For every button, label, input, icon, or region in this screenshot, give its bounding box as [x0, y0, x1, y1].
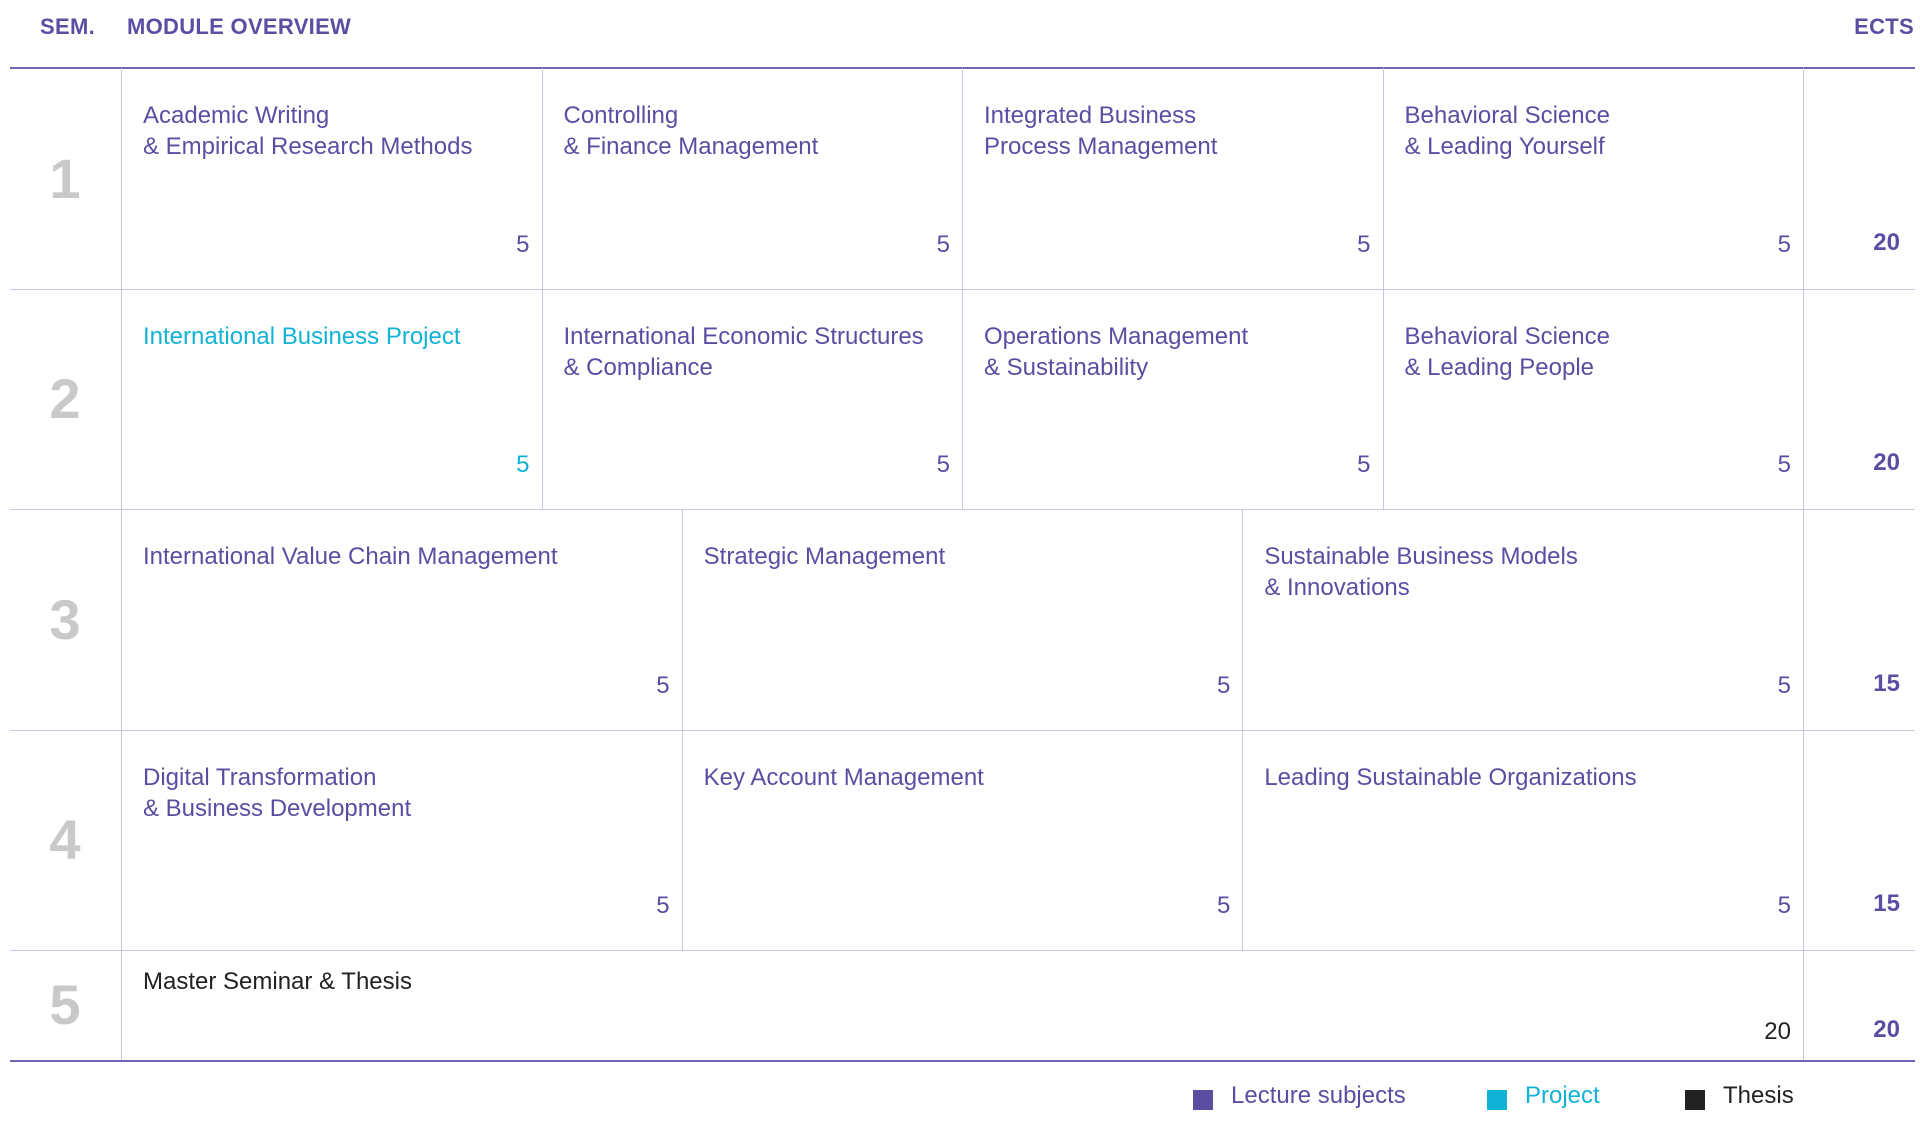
- legend-swatch: [1487, 1090, 1507, 1110]
- module-ects: 5: [656, 892, 670, 919]
- column-divider: [542, 68, 543, 289]
- semester-ects-total: 20: [1873, 1016, 1900, 1043]
- module-title: Master Seminar & Thesis: [143, 968, 412, 995]
- module-title: Leading Sustainable Organizations: [1264, 764, 1637, 791]
- module-title: Behavioral Science & Leading People: [1404, 323, 1610, 381]
- module-title: Operations Management & Sustainability: [984, 323, 1249, 381]
- row-divider: [10, 950, 1915, 951]
- module-cell: Leading Sustainable Organizations 5: [1242, 730, 1803, 950]
- module-ects: 5: [656, 672, 670, 699]
- legend-item-lecture: Lecture subjects: [1193, 1082, 1406, 1110]
- semester-number: 3: [49, 587, 81, 651]
- module-title: International Economic Structures & Comp…: [563, 323, 924, 381]
- module-ects: 5: [516, 231, 530, 258]
- module-ects: 5: [1777, 672, 1791, 699]
- column-divider: [542, 289, 543, 509]
- row-divider: [10, 730, 1915, 731]
- module-cell: Key Account Management 5: [682, 730, 1243, 950]
- module-cell: Strategic Management 5: [682, 509, 1243, 730]
- legend-item-project: Project: [1487, 1082, 1600, 1110]
- module-title: Behavioral Science & Leading Yourself: [1404, 102, 1610, 160]
- module-title: Academic Writing & Empirical Research Me…: [143, 102, 473, 160]
- module-cell: Operations Management & Sustainability 5: [962, 289, 1383, 509]
- column-divider: [962, 68, 963, 289]
- module-title: Sustainable Business Models & Innovation…: [1264, 543, 1578, 601]
- semester-ects-total: 15: [1873, 890, 1900, 917]
- module-cell: Master Seminar & Thesis 20: [121, 950, 1803, 1060]
- semester-number: 2: [49, 367, 81, 430]
- legend-label: Lecture subjects: [1231, 1082, 1406, 1109]
- module-cell: Academic Writing & Empirical Research Me…: [121, 68, 542, 289]
- column-header-module-overview: MODULE OVERVIEW: [127, 14, 352, 39]
- semester-number: 4: [49, 808, 81, 871]
- column-divider: [1242, 509, 1243, 730]
- semester-number: 5: [49, 973, 81, 1036]
- column-divider: [1242, 730, 1243, 950]
- module-cell: Controlling & Finance Management 5: [542, 68, 963, 289]
- module-ects: 5: [1216, 672, 1231, 699]
- module-cell: Behavioral Science & Leading People 5: [1383, 289, 1804, 509]
- column-header-semester: SEM.: [40, 14, 95, 39]
- column-divider: [682, 730, 683, 950]
- module-ects: 5: [1357, 231, 1371, 258]
- legend-swatch: [1685, 1090, 1705, 1110]
- module-title: International Business Project: [143, 323, 461, 350]
- module-title: Controlling & Finance Management: [563, 102, 819, 160]
- module-ects: 5: [936, 451, 950, 478]
- module-cell: Digital Transformation & Business Develo…: [121, 730, 682, 950]
- legend-label: Project: [1525, 1082, 1600, 1109]
- module-ects: 5: [1777, 451, 1791, 478]
- column-divider: [1383, 68, 1384, 289]
- column-divider: [682, 509, 683, 730]
- legend-item-thesis: Thesis: [1685, 1082, 1794, 1110]
- semester-number: 1: [49, 146, 81, 210]
- module-cell: International Business Project 5: [121, 289, 542, 509]
- module-ects: 5: [936, 231, 950, 258]
- column-divider: [1803, 68, 1804, 1060]
- module-title: International Value Chain Management: [143, 543, 558, 570]
- module-ects: 5: [1777, 892, 1791, 919]
- module-ects: 5: [1357, 451, 1371, 478]
- module-title: Digital Transformation & Business Develo…: [143, 764, 412, 822]
- module-title: Strategic Management: [703, 543, 946, 570]
- module-cell: Integrated Business Process Management 5: [962, 68, 1383, 289]
- column-header-ects: ECTS: [1854, 14, 1914, 39]
- legend-label: Thesis: [1723, 1082, 1794, 1109]
- legend-swatch: [1193, 1090, 1213, 1110]
- column-divider: [121, 68, 122, 1060]
- module-cell: Sustainable Business Models & Innovation…: [1242, 509, 1803, 730]
- module-ects: 5: [1777, 231, 1791, 258]
- column-divider: [1383, 289, 1384, 509]
- module-cell: International Value Chain Management 5: [121, 509, 682, 730]
- row-divider: [10, 1060, 1915, 1062]
- module-cell: Behavioral Science & Leading Yourself 5: [1383, 68, 1804, 289]
- semester-ects-total: 20: [1873, 229, 1900, 256]
- row-divider: [10, 509, 1915, 510]
- column-divider: [962, 289, 963, 509]
- module-ects: 5: [516, 451, 530, 478]
- module-title: Key Account Management: [703, 764, 984, 791]
- module-ects: 20: [1764, 1018, 1791, 1045]
- module-cell: International Economic Structures & Comp…: [542, 289, 963, 509]
- module-ects: 5: [1216, 892, 1231, 919]
- module-title: Integrated Business Process Management: [984, 102, 1218, 160]
- semester-ects-total: 20: [1873, 449, 1900, 476]
- semester-ects-total: 15: [1873, 670, 1900, 697]
